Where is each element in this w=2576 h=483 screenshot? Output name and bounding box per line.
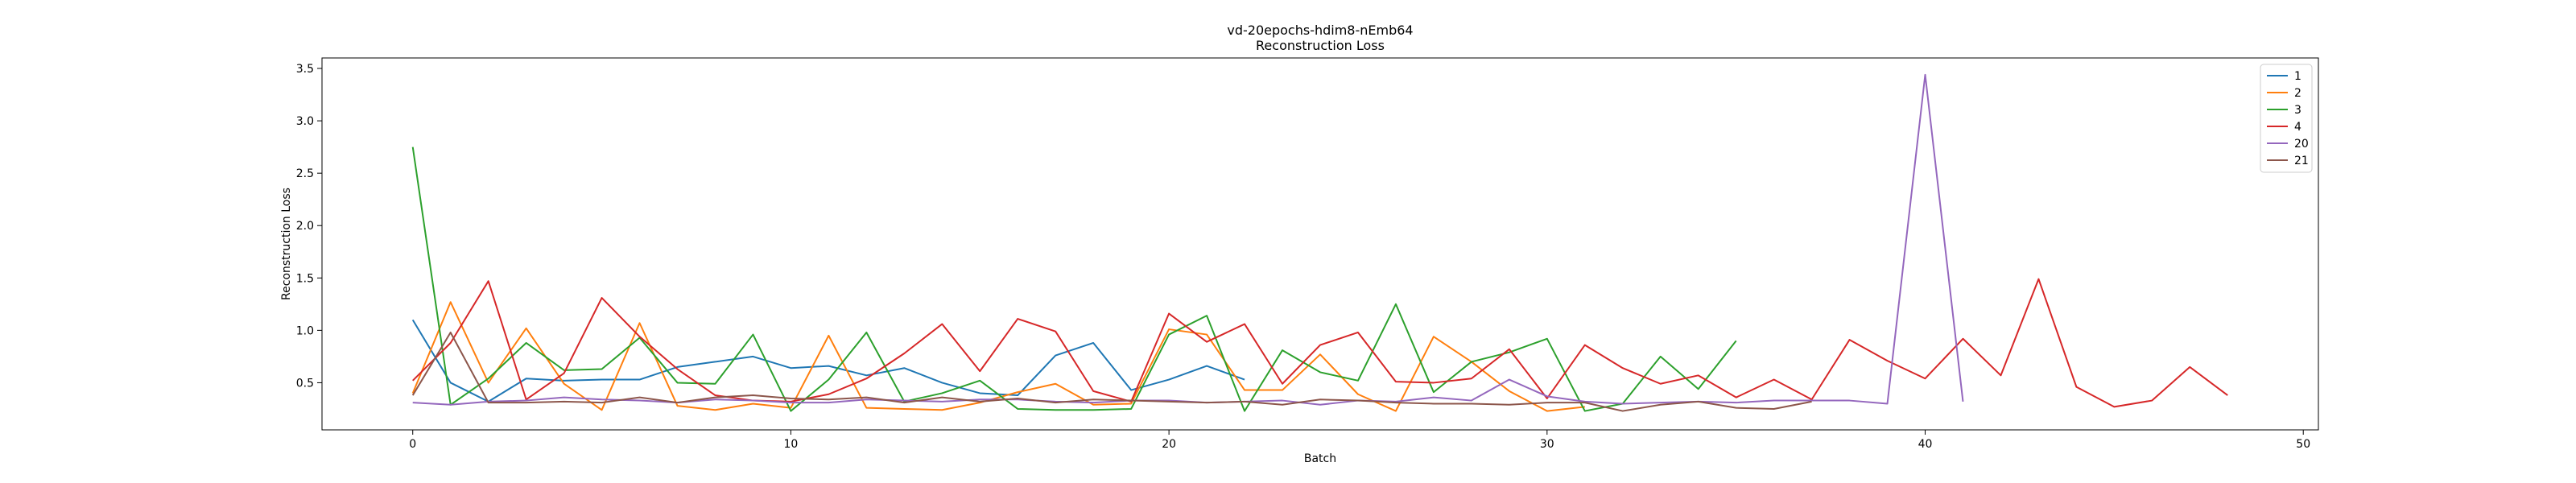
y-axis-label: Reconstruction Loss [280,188,293,300]
series-line-4 [412,278,2228,408]
legend-box [2260,64,2313,173]
y-tick-label: 3.5 [296,63,314,76]
x-tick-label: 30 [1540,438,1554,451]
series-layer [411,73,2228,412]
legend-label: 2 [2294,87,2301,100]
x-tick-label: 0 [409,438,416,451]
y-axis: 0.5 1.0 1.5 2.0 2.5 3.0 3.5 [296,63,322,390]
legend: 1 2 3 4 20 21 [2260,64,2313,173]
x-axis-label: Batch [1304,452,1336,465]
y-tick-label: 0.5 [296,377,314,390]
plot-area [321,57,2319,431]
series-line-2 [411,301,1585,412]
y-tick-label: 1.0 [296,324,314,337]
chart-title: vd-20epochs-hdim8-nEmb64 [1227,23,1413,38]
series-line-1 [411,319,1245,402]
series-line-3 [411,147,1737,412]
x-tick-label: 20 [1162,438,1176,451]
legend-label: 1 [2294,70,2301,83]
legend-label: 4 [2294,121,2301,134]
y-tick-label: 2.0 [296,220,314,233]
y-tick-label: 1.5 [296,272,314,285]
series-line-21 [411,331,1812,412]
plot-frame [321,57,2319,431]
legend-label: 20 [2294,138,2309,151]
y-tick-label: 2.5 [296,167,314,180]
x-tick-label: 10 [784,438,799,451]
x-axis: 0 10 20 30 40 50 [409,430,2310,451]
legend-label: 21 [2294,155,2309,167]
chart-subtitle: Reconstruction Loss [1256,38,1385,53]
x-tick-label: 40 [1918,438,1933,451]
y-tick-label: 3.0 [296,115,314,128]
legend-label: 3 [2294,104,2301,117]
x-tick-label: 50 [2296,438,2310,451]
